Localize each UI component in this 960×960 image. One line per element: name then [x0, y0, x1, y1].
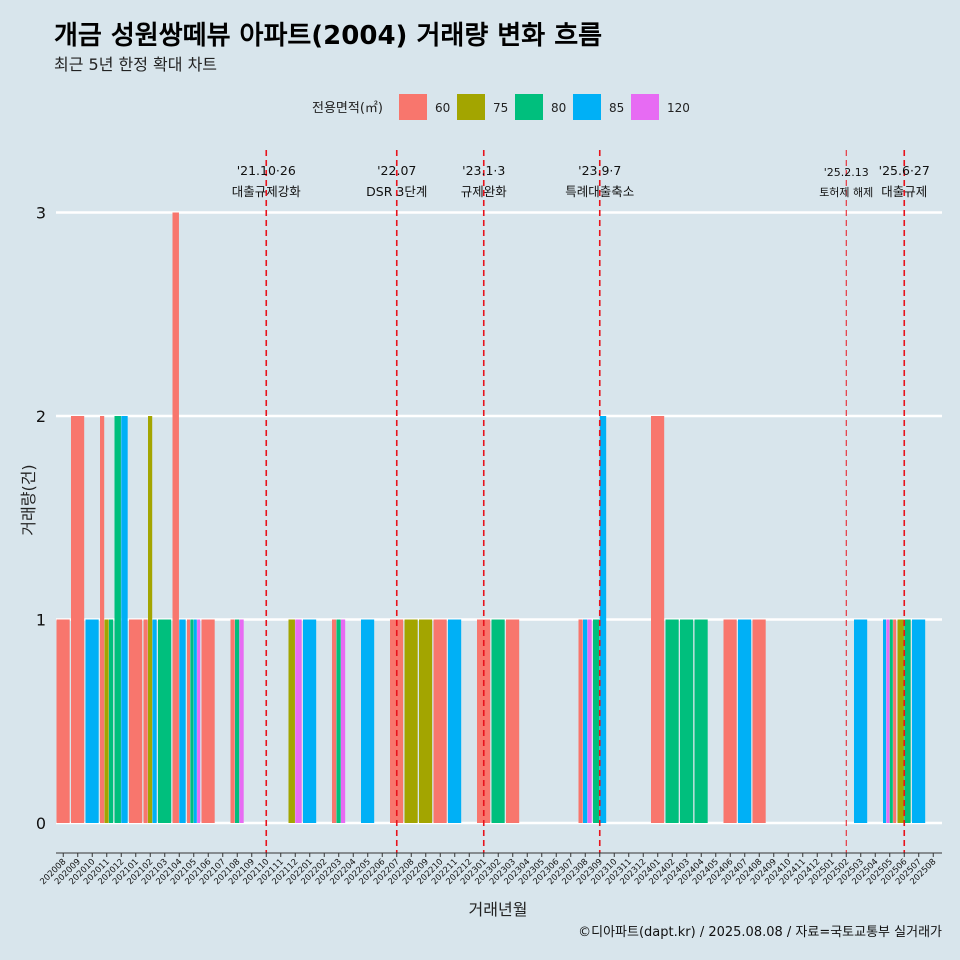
- bar-202108-80: [235, 619, 240, 823]
- bar-202105-80: [190, 619, 194, 823]
- event-date: '23.1·3: [462, 163, 505, 178]
- bar-202203-120: [340, 619, 346, 823]
- event-label: 규제완화: [461, 184, 508, 199]
- bar-202505-85: [883, 619, 887, 823]
- bar-202505-120: [886, 619, 890, 823]
- chart-subtitle: 최근 5년 한정 확대 차트: [54, 55, 217, 74]
- bar-202309-80: [593, 619, 600, 823]
- bar-202211-85: [448, 619, 462, 823]
- event-date: '22.07: [377, 163, 416, 178]
- bar-202303-60: [506, 619, 520, 823]
- bar-202407-85: [738, 619, 752, 823]
- bar-202102-85: [152, 619, 157, 823]
- event-date: '23.9·7: [578, 163, 621, 178]
- bar-202012-80: [114, 416, 121, 823]
- y-tick-label: 1: [36, 611, 46, 630]
- event-label: 특례대출축소: [565, 184, 634, 199]
- bar-202010-85: [85, 619, 99, 823]
- bar-202102-60: [143, 619, 148, 823]
- legend-label-80: 80: [551, 101, 566, 115]
- bar-202505-80: [889, 619, 893, 823]
- bar-202101-60: [129, 619, 143, 823]
- bar-202203-60: [332, 619, 337, 823]
- y-axis-label: 거래량(건): [19, 464, 38, 535]
- bar-202011-75: [104, 619, 109, 823]
- legend-title: 전용면적(㎡): [312, 101, 383, 116]
- bar-202506-75: [897, 619, 904, 823]
- bar-202406-60: [723, 619, 737, 823]
- legend-swatch-120: [631, 94, 659, 120]
- bar-202112-75: [288, 619, 295, 823]
- bar-202503-85: [854, 619, 868, 823]
- bar-202104-60: [172, 212, 179, 823]
- legend-swatch-75: [457, 94, 485, 120]
- bar-202104-85: [179, 619, 186, 823]
- legend-label-60: 60: [435, 101, 450, 115]
- legend-label-85: 85: [609, 101, 624, 115]
- bar-202308-85: [583, 619, 588, 823]
- event-markers: '21.10·26 대출규제강화 '22.07 DSR 3단계 '23.1·3 규제완화 '…: [232, 150, 930, 853]
- event-date: '21.10·26: [237, 163, 296, 178]
- legend-label-75: 75: [493, 101, 508, 115]
- event-date: '25.6·27: [879, 163, 930, 178]
- bar-202402-80: [665, 619, 679, 823]
- bar-202009-60: [71, 416, 85, 823]
- bar-202112-120: [295, 619, 302, 823]
- bar-202401-60: [651, 416, 665, 823]
- legend-label-120: 120: [667, 101, 690, 115]
- y-tick-label: 3: [36, 204, 46, 223]
- bar-202308-120: [587, 619, 592, 823]
- legend-swatch-85: [573, 94, 601, 120]
- bar-202108-120: [239, 619, 244, 823]
- bar-202105-120: [197, 619, 201, 823]
- bar-202302-80: [491, 619, 505, 823]
- bar-202201-85: [303, 619, 317, 823]
- bar-202408-60: [752, 619, 766, 823]
- event-date: '25.2.13: [824, 166, 869, 179]
- bar-202505-60: [893, 619, 897, 823]
- bar-202309-85: [599, 416, 607, 823]
- bars: [56, 212, 926, 823]
- bar-202205-85: [361, 619, 375, 823]
- event-label: 대출규제: [881, 184, 927, 199]
- y-tick-label: 2: [36, 407, 46, 426]
- bar-202308-60: [578, 619, 583, 823]
- bar-202210-60: [433, 619, 447, 823]
- legend: 전용면적(㎡) 60 75 80 85 120: [312, 94, 690, 120]
- bar-202105-85: [193, 619, 197, 823]
- y-tick-label: 0: [36, 814, 46, 833]
- bar-202106-60: [201, 619, 215, 823]
- bar-202108-60: [230, 619, 235, 823]
- bar-202105-60: [187, 619, 191, 823]
- event-label: 대출규제강화: [232, 184, 302, 199]
- x-axis: 2020082020092020102020112020122021012021…: [38, 852, 942, 887]
- x-axis-label: 거래년월: [469, 900, 528, 919]
- bar-202011-80: [108, 619, 114, 823]
- legend-swatch-80: [515, 94, 543, 120]
- bar-202208-75: [404, 619, 418, 823]
- bar-202203-80: [336, 619, 341, 823]
- caption: ©디아파트(dapt.kr) / 2025.08.08 / 자료=국토교통부 실…: [578, 925, 942, 940]
- legend-swatch-60: [399, 94, 427, 120]
- bar-202507-85: [912, 619, 926, 823]
- event-label: 토허제 해제: [819, 185, 873, 199]
- bar-202506-80: [904, 619, 911, 823]
- bar-202102-75: [148, 416, 153, 823]
- bar-202012-85: [121, 416, 128, 823]
- event-label: DSR 3단계: [366, 184, 427, 199]
- bar-202008-60: [56, 619, 70, 823]
- chart-title: 개금 성원쌍떼뷰 아파트(2004) 거래량 변화 흐름: [54, 21, 602, 51]
- bar-202403-80: [680, 619, 694, 823]
- bar-202209-75: [419, 619, 433, 823]
- bar-202404-80: [694, 619, 708, 823]
- y-axis: 0 1 2 3: [36, 204, 46, 834]
- bar-202011-60: [100, 416, 105, 823]
- bar-202103-80: [158, 619, 172, 823]
